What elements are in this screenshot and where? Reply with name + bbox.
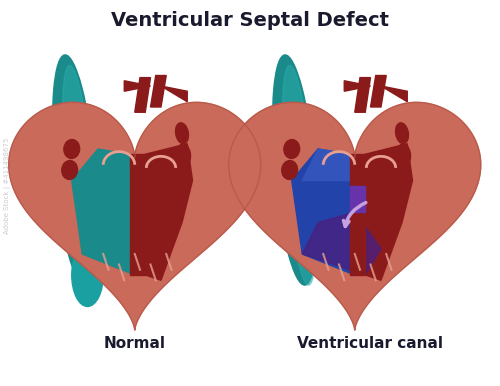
Ellipse shape — [284, 140, 300, 158]
Text: Adobe Stock | #411498675: Adobe Stock | #411498675 — [4, 138, 12, 234]
Ellipse shape — [72, 244, 104, 306]
Ellipse shape — [52, 55, 97, 285]
Ellipse shape — [272, 55, 317, 285]
Ellipse shape — [178, 144, 190, 165]
Polygon shape — [302, 149, 355, 181]
Ellipse shape — [62, 65, 96, 285]
Polygon shape — [381, 86, 407, 102]
Polygon shape — [124, 81, 150, 91]
Polygon shape — [350, 186, 365, 212]
Polygon shape — [150, 76, 166, 107]
Polygon shape — [130, 154, 145, 275]
Ellipse shape — [282, 65, 316, 285]
Polygon shape — [229, 102, 480, 330]
Text: Ventricular canal: Ventricular canal — [297, 337, 443, 352]
Polygon shape — [9, 102, 260, 330]
Polygon shape — [72, 149, 135, 275]
Polygon shape — [135, 144, 192, 280]
Text: Normal: Normal — [104, 337, 166, 352]
Polygon shape — [292, 149, 355, 275]
Ellipse shape — [62, 161, 78, 179]
Ellipse shape — [398, 144, 410, 165]
Polygon shape — [302, 212, 381, 275]
Polygon shape — [161, 86, 187, 102]
Polygon shape — [350, 212, 365, 275]
Polygon shape — [370, 76, 386, 107]
Ellipse shape — [176, 123, 188, 144]
Ellipse shape — [282, 161, 298, 179]
Polygon shape — [355, 78, 370, 112]
Polygon shape — [355, 144, 412, 280]
Polygon shape — [350, 154, 365, 186]
Ellipse shape — [64, 140, 80, 158]
Text: Ventricular Septal Defect: Ventricular Septal Defect — [111, 12, 389, 30]
Polygon shape — [344, 81, 370, 91]
Ellipse shape — [396, 123, 408, 144]
Polygon shape — [135, 78, 150, 112]
